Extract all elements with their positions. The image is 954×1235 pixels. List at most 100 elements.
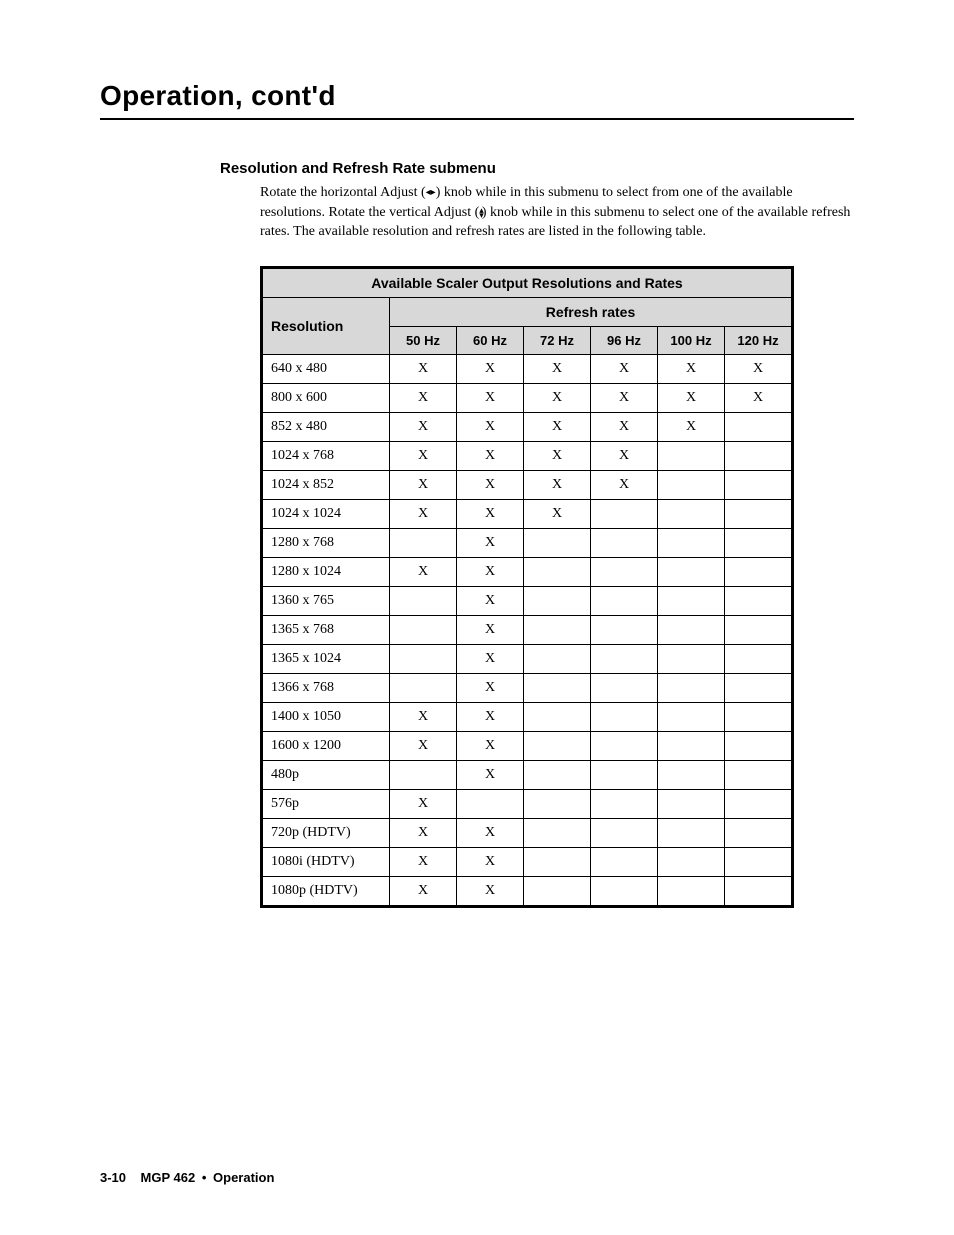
rate-cell bbox=[591, 615, 658, 644]
table-row: 1280 x 1024XX bbox=[263, 557, 792, 586]
rate-cell bbox=[524, 789, 591, 818]
rate-header-cell: 96 Hz bbox=[591, 326, 658, 354]
rate-header-cell: 60 Hz bbox=[457, 326, 524, 354]
table-row: 576pX bbox=[263, 789, 792, 818]
table-row: 1080i (HDTV)XX bbox=[263, 847, 792, 876]
rate-cell bbox=[524, 760, 591, 789]
rate-cell bbox=[390, 673, 457, 702]
rate-cell: X bbox=[390, 557, 457, 586]
rate-cell: X bbox=[457, 673, 524, 702]
table-row: 480pX bbox=[263, 760, 792, 789]
rate-cell: X bbox=[457, 876, 524, 905]
rate-cell bbox=[591, 731, 658, 760]
rate-cell bbox=[658, 818, 725, 847]
rate-cell bbox=[591, 702, 658, 731]
resolution-cell: 852 x 480 bbox=[263, 412, 390, 441]
rate-cell bbox=[524, 528, 591, 557]
resolution-cell: 1365 x 768 bbox=[263, 615, 390, 644]
table-row: 1280 x 768X bbox=[263, 528, 792, 557]
rate-cell: X bbox=[457, 412, 524, 441]
resolution-cell: 640 x 480 bbox=[263, 354, 390, 383]
rate-cell bbox=[658, 760, 725, 789]
rate-cell: X bbox=[457, 702, 524, 731]
rate-cell bbox=[725, 876, 792, 905]
resolution-cell: 1024 x 768 bbox=[263, 441, 390, 470]
section: Resolution and Refresh Rate submenu Rota… bbox=[100, 160, 854, 913]
refresh-rates-header: Refresh rates bbox=[390, 297, 792, 326]
rate-cell bbox=[725, 731, 792, 760]
rate-cell bbox=[658, 441, 725, 470]
page-title: Operation, cont'd bbox=[100, 80, 854, 112]
rate-cell bbox=[524, 673, 591, 702]
rate-cell: X bbox=[457, 818, 524, 847]
rate-cell: X bbox=[390, 876, 457, 905]
rate-cell: X bbox=[524, 383, 591, 412]
footer-page-number: 3-10 bbox=[100, 1170, 126, 1185]
rate-cell bbox=[390, 615, 457, 644]
rate-cell bbox=[524, 644, 591, 673]
rate-cell: X bbox=[591, 383, 658, 412]
rate-cell: X bbox=[658, 412, 725, 441]
rate-cell bbox=[591, 528, 658, 557]
rate-cell: X bbox=[390, 354, 457, 383]
rate-cell bbox=[591, 876, 658, 905]
rate-cell bbox=[457, 789, 524, 818]
resolution-cell: 1400 x 1050 bbox=[263, 702, 390, 731]
resolution-cell: 1600 x 1200 bbox=[263, 731, 390, 760]
resolution-cell: 480p bbox=[263, 760, 390, 789]
rate-cell: X bbox=[457, 644, 524, 673]
rate-cell: X bbox=[457, 383, 524, 412]
rate-cell: X bbox=[457, 557, 524, 586]
rate-cell bbox=[725, 499, 792, 528]
resolution-cell: 1365 x 1024 bbox=[263, 644, 390, 673]
rate-cell bbox=[725, 586, 792, 615]
rate-cell bbox=[658, 731, 725, 760]
page-rule bbox=[100, 118, 854, 120]
rate-cell: X bbox=[390, 789, 457, 818]
rate-cell bbox=[658, 470, 725, 499]
rate-cell bbox=[725, 615, 792, 644]
rate-cell bbox=[658, 499, 725, 528]
resolution-cell: 1360 x 765 bbox=[263, 586, 390, 615]
rate-cell bbox=[591, 499, 658, 528]
section-heading: Resolution and Refresh Rate submenu bbox=[220, 160, 854, 177]
rate-cell bbox=[524, 731, 591, 760]
rate-cell: X bbox=[457, 731, 524, 760]
table-title-row: Available Scaler Output Resolutions and … bbox=[263, 268, 792, 297]
rate-cell bbox=[658, 615, 725, 644]
rate-cell: X bbox=[591, 354, 658, 383]
rate-cell bbox=[591, 586, 658, 615]
rate-cell: X bbox=[725, 383, 792, 412]
page-footer: 3-10 MGP 462 • Operation bbox=[100, 1170, 274, 1185]
resolution-cell: 800 x 600 bbox=[263, 383, 390, 412]
rate-cell: X bbox=[390, 441, 457, 470]
rate-cell bbox=[390, 528, 457, 557]
rate-cell bbox=[591, 818, 658, 847]
rate-cell: X bbox=[390, 470, 457, 499]
rate-cell: X bbox=[390, 847, 457, 876]
rate-cell bbox=[725, 702, 792, 731]
table-row: 1365 x 1024 X bbox=[263, 644, 792, 673]
rate-cell bbox=[658, 847, 725, 876]
rate-cell bbox=[725, 847, 792, 876]
rate-cell bbox=[591, 557, 658, 586]
table-title: Available Scaler Output Resolutions and … bbox=[263, 268, 792, 297]
rate-cell: X bbox=[390, 383, 457, 412]
body-paragraph: Rotate the horizontal Adjust (◂▸) knob w… bbox=[260, 183, 854, 242]
document-page: Operation, cont'd Resolution and Refresh… bbox=[0, 0, 954, 1235]
rate-cell bbox=[524, 847, 591, 876]
rate-header-cell: 72 Hz bbox=[524, 326, 591, 354]
horizontal-adjust-icon: ◂▸ bbox=[426, 186, 436, 200]
rate-cell bbox=[725, 470, 792, 499]
rate-cell: X bbox=[658, 383, 725, 412]
rate-cell: X bbox=[390, 731, 457, 760]
rate-cell: X bbox=[457, 499, 524, 528]
resolution-cell: 1280 x 768 bbox=[263, 528, 390, 557]
table-row: 1360 x 765X bbox=[263, 586, 792, 615]
rates-table-wrap: Available Scaler Output Resolutions and … bbox=[260, 266, 794, 908]
table-row: 1024 x 852XXXX bbox=[263, 470, 792, 499]
resolution-cell: 576p bbox=[263, 789, 390, 818]
table-row: 1366 x 768X bbox=[263, 673, 792, 702]
rate-cell bbox=[725, 760, 792, 789]
rate-cell bbox=[591, 760, 658, 789]
